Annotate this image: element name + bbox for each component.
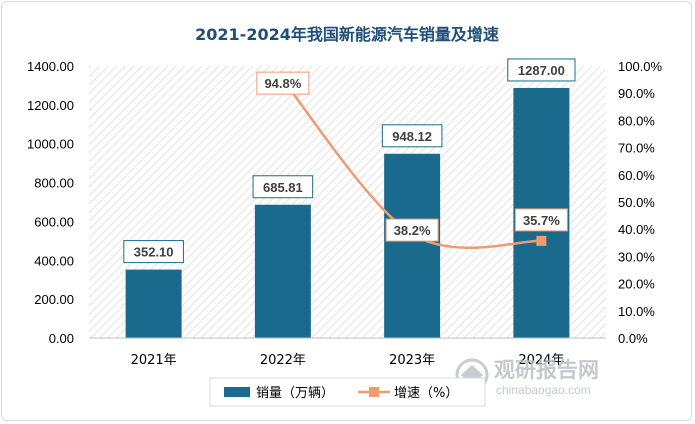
line-point <box>536 235 547 246</box>
bar-value-label-box <box>123 240 184 264</box>
left-tick-label: 400.00 <box>34 253 74 268</box>
chart-title: 2021-2024年我国新能源汽车销量及增速 <box>195 25 499 44</box>
bar-value-label-box <box>507 58 576 82</box>
bar-value-label: 685.81 <box>263 180 303 195</box>
legend-label-bar: 销量（万辆） <box>256 386 334 401</box>
right-tick-label: 20.0% <box>618 277 655 292</box>
left-tick-label: 200.00 <box>34 292 74 307</box>
line-value-label-box <box>256 71 310 95</box>
bar-value-label-box <box>381 124 443 148</box>
left-tick-label: 1200.00 <box>27 98 74 113</box>
right-tick-label: 60.0% <box>618 168 655 183</box>
left-tick-label: 0.00 <box>49 331 74 346</box>
line-value-label-box <box>385 218 439 242</box>
right-tick-label: 70.0% <box>618 141 655 156</box>
bar-value-label: 352.10 <box>134 245 174 260</box>
bar <box>254 204 311 338</box>
legend-label-line: 增速（%） <box>394 386 458 401</box>
bar <box>125 269 182 338</box>
bar-value-label-box <box>252 175 314 199</box>
right-axis: 0.0% 10.0% 20.0% 30.0% 40.0% 50.0% 60.0% 70.0% 8… <box>618 59 663 346</box>
watermark-subtext: chinabaogao.com <box>496 383 591 397</box>
bar-value-label: 948.12 <box>392 129 432 144</box>
x-tick-label: 2024年 <box>518 353 564 368</box>
right-tick-label: 10.0% <box>618 304 655 319</box>
x-tick-label: 2021年 <box>131 353 177 368</box>
left-tick-label: 600.00 <box>34 214 74 229</box>
right-tick-label: 30.0% <box>618 249 655 264</box>
line-value-label: 35.7% <box>523 213 560 228</box>
data-labels: 352.10 685.81 948.12 1287.00 94.8% 38.2% 35.7% <box>123 58 576 264</box>
left-tick-label: 1400.00 <box>27 59 74 74</box>
legend: 销量（万辆） 增速（%） <box>209 377 486 407</box>
right-tick-label: 40.0% <box>618 222 655 237</box>
left-tick-label: 800.00 <box>34 176 74 191</box>
left-axis: 0.00 200.00 400.00 600.00 800.00 1000.00 1200.… <box>27 59 74 346</box>
legend-swatch-bar <box>224 387 250 397</box>
bar <box>384 153 441 338</box>
legend-swatch-marker <box>369 387 379 397</box>
right-tick-label: 100.0% <box>618 59 663 74</box>
line-value-label-box <box>514 208 568 232</box>
x-axis: 2021年 2022年 2023年 2024年 <box>89 337 606 368</box>
x-tick-label: 2023年 <box>389 353 435 368</box>
right-tick-label: 0.0% <box>618 331 648 346</box>
legend-box <box>209 377 486 407</box>
x-tick-label: 2022年 <box>260 353 306 368</box>
watermark-text: 观研报告网 <box>494 358 599 382</box>
line-value-label: 38.2% <box>394 223 431 238</box>
right-tick-label: 80.0% <box>618 113 655 128</box>
bar-value-label: 1287.00 <box>518 63 565 78</box>
right-tick-label: 50.0% <box>618 195 655 210</box>
line-value-label: 94.8% <box>264 76 301 91</box>
left-tick-label: 1000.00 <box>27 137 74 152</box>
right-tick-label: 90.0% <box>618 86 655 101</box>
